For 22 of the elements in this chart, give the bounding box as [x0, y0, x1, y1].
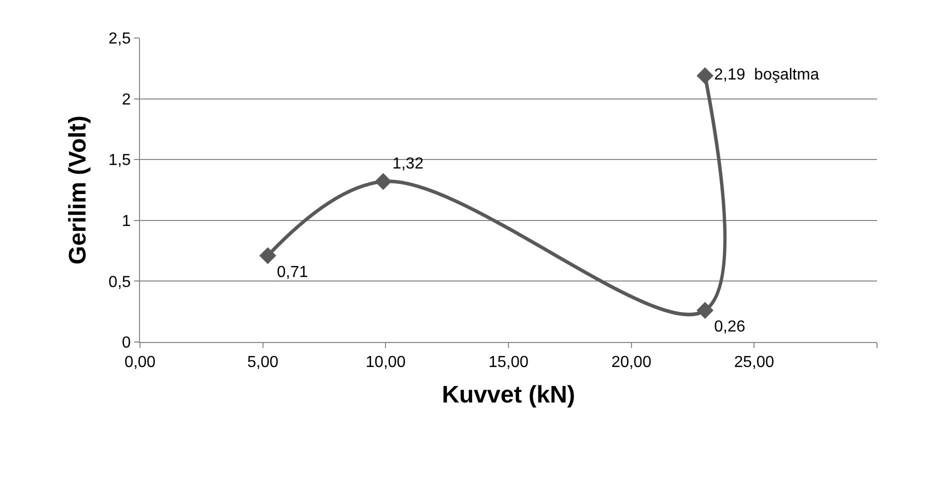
x-axis-title: Kuvvet (kN) — [442, 382, 576, 408]
x-tick-label: 20,00 — [611, 354, 652, 372]
x-tick-label: 15,00 — [488, 354, 529, 372]
y-tick-label: 0 — [122, 334, 131, 352]
data-label: 0,26 — [714, 318, 746, 336]
y-tick-label: 0,5 — [108, 274, 131, 291]
y-tick-label: 1 — [122, 213, 131, 230]
y-tick-label: 2 — [122, 91, 131, 108]
data-label: 2,19 boşaltma — [714, 66, 820, 84]
y-tick-label: 2,5 — [108, 30, 131, 48]
y-tick-label: 1,5 — [108, 152, 131, 170]
x-tick-label: 5,00 — [247, 354, 278, 372]
point — [696, 67, 714, 84]
data-label: 1,32 — [392, 155, 424, 172]
x-tick-label: 25,00 — [734, 354, 774, 372]
data-label: 0,71 — [276, 264, 308, 281]
x-tick-label: 0,00 — [124, 354, 156, 372]
point — [696, 302, 714, 319]
point — [259, 247, 276, 264]
x-tick-label: 10,00 — [366, 354, 406, 372]
point — [374, 173, 392, 190]
y-axis-title: Gerilim (Volt) — [64, 116, 92, 264]
